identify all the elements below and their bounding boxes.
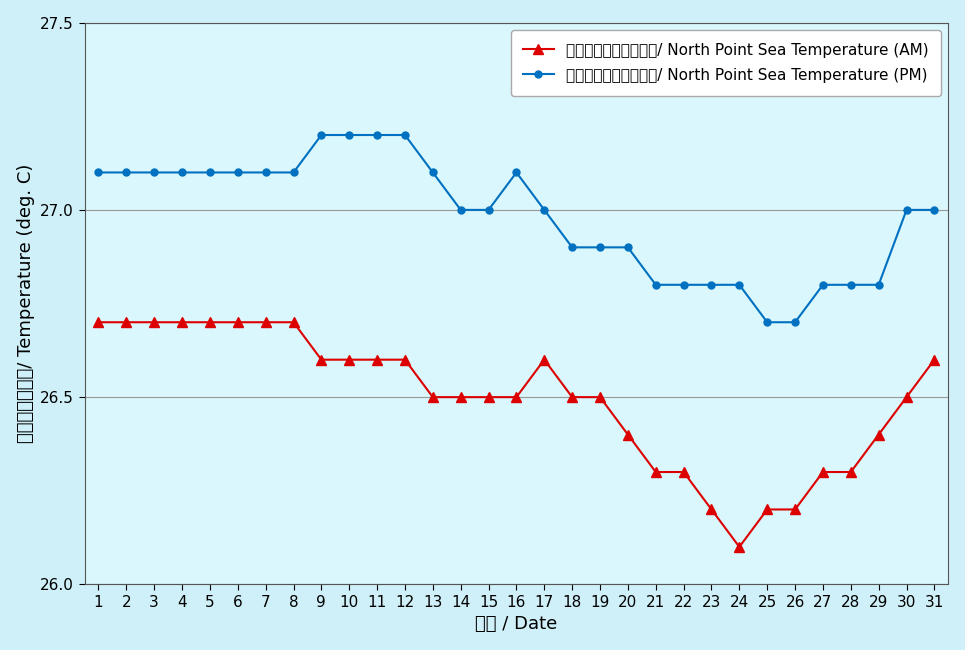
X-axis label: 日期 / Date: 日期 / Date (476, 616, 558, 633)
北角海水溫度（下午）/ North Point Sea Temperature (PM) (427, 168, 439, 176)
北角海水溫度（下午）/ North Point Sea Temperature (PM) (789, 318, 801, 326)
北角海水溫度（下午）/ North Point Sea Temperature (PM) (705, 281, 717, 289)
北角海水溫度（上午）/ North Point Sea Temperature (AM) (400, 356, 411, 363)
北角海水溫度（上午）/ North Point Sea Temperature (AM) (900, 393, 912, 401)
北角海水溫度（上午）/ North Point Sea Temperature (AM) (427, 393, 439, 401)
北角海水溫度（上午）/ North Point Sea Temperature (AM) (789, 506, 801, 514)
北角海水溫度（上午）/ North Point Sea Temperature (AM) (594, 393, 606, 401)
北角海水溫度（上午）/ North Point Sea Temperature (AM) (232, 318, 243, 326)
Line: 北角海水溫度（上午）/ North Point Sea Temperature (AM): 北角海水溫度（上午）/ North Point Sea Temperature … (94, 317, 939, 552)
北角海水溫度（下午）/ North Point Sea Temperature (PM) (288, 168, 299, 176)
北角海水溫度（上午）/ North Point Sea Temperature (AM) (510, 393, 522, 401)
北角海水溫度（上午）/ North Point Sea Temperature (AM) (761, 506, 773, 514)
北角海水溫度（下午）/ North Point Sea Temperature (PM) (538, 206, 550, 214)
北角海水溫度（上午）/ North Point Sea Temperature (AM) (650, 468, 662, 476)
北角海水溫度（下午）/ North Point Sea Temperature (PM) (650, 281, 662, 289)
北角海水溫度（下午）/ North Point Sea Temperature (PM) (817, 281, 829, 289)
北角海水溫度（下午）/ North Point Sea Temperature (PM) (400, 131, 411, 139)
北角海水溫度（下午）/ North Point Sea Temperature (PM) (622, 244, 634, 252)
北角海水溫度（上午）/ North Point Sea Temperature (AM) (93, 318, 104, 326)
北角海水溫度（下午）/ North Point Sea Temperature (PM) (761, 318, 773, 326)
北角海水溫度（上午）/ North Point Sea Temperature (AM) (566, 393, 578, 401)
北角海水溫度（下午）/ North Point Sea Temperature (PM) (260, 168, 271, 176)
北角海水溫度（上午）/ North Point Sea Temperature (AM) (928, 356, 940, 363)
北角海水溫度（下午）/ North Point Sea Temperature (PM) (873, 281, 885, 289)
北角海水溫度（下午）/ North Point Sea Temperature (PM) (845, 281, 857, 289)
北角海水溫度（下午）/ North Point Sea Temperature (PM) (149, 168, 160, 176)
北角海水溫度（上午）/ North Point Sea Temperature (AM) (482, 393, 494, 401)
北角海水溫度（上午）/ North Point Sea Temperature (AM) (177, 318, 188, 326)
北角海水溫度（上午）/ North Point Sea Temperature (AM) (316, 356, 327, 363)
Y-axis label: 温度（攝氏度）/ Temperature (deg. C): 温度（攝氏度）/ Temperature (deg. C) (16, 164, 35, 443)
北角海水溫度（下午）/ North Point Sea Temperature (PM) (928, 206, 940, 214)
北角海水溫度（下午）/ North Point Sea Temperature (PM) (232, 168, 243, 176)
北角海水溫度（上午）/ North Point Sea Temperature (AM) (121, 318, 132, 326)
北角海水溫度（下午）/ North Point Sea Temperature (PM) (510, 168, 522, 176)
北角海水溫度（上午）/ North Point Sea Temperature (AM) (845, 468, 857, 476)
北角海水溫度（上午）/ North Point Sea Temperature (AM) (538, 356, 550, 363)
北角海水溫度（下午）/ North Point Sea Temperature (PM) (677, 281, 689, 289)
北角海水溫度（上午）/ North Point Sea Temperature (AM) (344, 356, 355, 363)
北角海水溫度（上午）/ North Point Sea Temperature (AM) (817, 468, 829, 476)
北角海水溫度（上午）/ North Point Sea Temperature (AM) (733, 543, 745, 551)
北角海水溫度（下午）/ North Point Sea Temperature (PM) (205, 168, 216, 176)
Legend: 北角海水溫度（上午）/ North Point Sea Temperature (AM), 北角海水溫度（下午）/ North Point Sea Temper: 北角海水溫度（上午）/ North Point Sea Temperature … (510, 31, 941, 96)
北角海水溫度（上午）/ North Point Sea Temperature (AM) (705, 506, 717, 514)
北角海水溫度（下午）/ North Point Sea Temperature (PM) (121, 168, 132, 176)
北角海水溫度（下午）/ North Point Sea Temperature (PM) (566, 244, 578, 252)
北角海水溫度（上午）/ North Point Sea Temperature (AM) (205, 318, 216, 326)
北角海水溫度（下午）/ North Point Sea Temperature (PM) (900, 206, 912, 214)
北角海水溫度（上午）/ North Point Sea Temperature (AM) (260, 318, 271, 326)
北角海水溫度（下午）/ North Point Sea Temperature (PM) (372, 131, 383, 139)
北角海水溫度（上午）/ North Point Sea Temperature (AM) (288, 318, 299, 326)
北角海水溫度（上午）/ North Point Sea Temperature (AM) (622, 431, 634, 439)
北角海水溫度（上午）/ North Point Sea Temperature (AM) (873, 431, 885, 439)
北角海水溫度（上午）/ North Point Sea Temperature (AM) (372, 356, 383, 363)
北角海水溫度（下午）/ North Point Sea Temperature (PM) (594, 244, 606, 252)
北角海水溫度（下午）/ North Point Sea Temperature (PM) (93, 168, 104, 176)
北角海水溫度（上午）/ North Point Sea Temperature (AM) (455, 393, 466, 401)
北角海水溫度（上午）/ North Point Sea Temperature (AM) (149, 318, 160, 326)
北角海水溫度（下午）/ North Point Sea Temperature (PM) (455, 206, 466, 214)
Line: 北角海水溫度（下午）/ North Point Sea Temperature (PM): 北角海水溫度（下午）/ North Point Sea Temperature … (95, 131, 938, 326)
北角海水溫度（上午）/ North Point Sea Temperature (AM) (677, 468, 689, 476)
北角海水溫度（下午）/ North Point Sea Temperature (PM) (316, 131, 327, 139)
北角海水溫度（下午）/ North Point Sea Temperature (PM) (733, 281, 745, 289)
北角海水溫度（下午）/ North Point Sea Temperature (PM) (482, 206, 494, 214)
北角海水溫度（下午）/ North Point Sea Temperature (PM) (177, 168, 188, 176)
北角海水溫度（下午）/ North Point Sea Temperature (PM) (344, 131, 355, 139)
